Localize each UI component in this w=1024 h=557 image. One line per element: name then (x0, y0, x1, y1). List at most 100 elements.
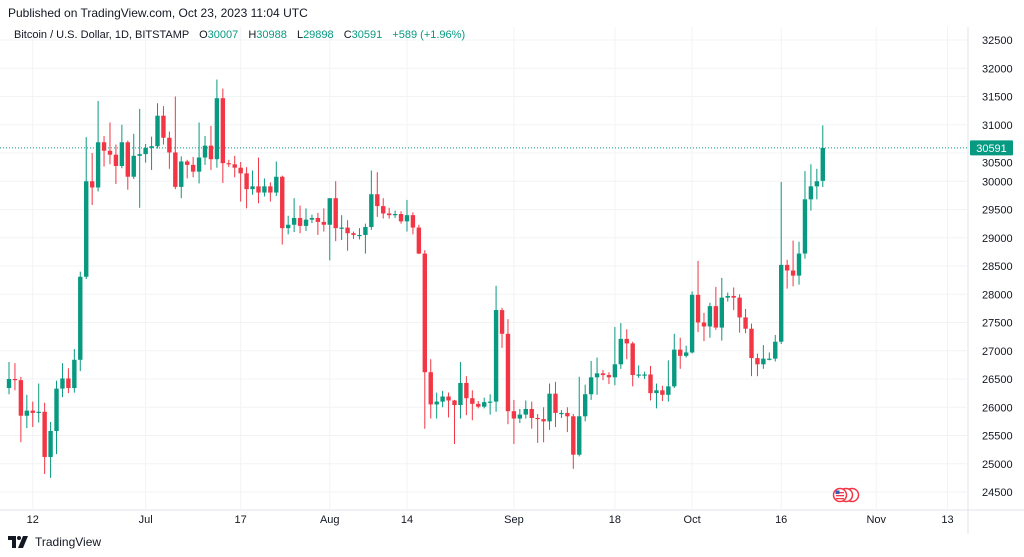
candle-up[interactable] (119, 124, 125, 169)
candle-down[interactable] (410, 212, 416, 235)
candle-up[interactable] (588, 360, 594, 400)
price-axis[interactable]: 32500 32000 31500 31000 30500 30000 29500 29000… (970, 35, 1013, 499)
candle-up[interactable] (618, 323, 624, 369)
candle-down[interactable] (398, 211, 404, 224)
candle-down[interactable] (529, 401, 534, 429)
candle-down[interactable] (422, 250, 427, 429)
economic-events-icon[interactable] (832, 487, 860, 503)
candle-down[interactable] (624, 329, 629, 360)
candle-down[interactable] (161, 106, 166, 145)
candle-up[interactable] (357, 228, 362, 240)
candle-up[interactable] (642, 371, 647, 379)
candle-down[interactable] (12, 363, 18, 391)
candle-down[interactable] (125, 140, 130, 190)
candle-up[interactable] (202, 136, 208, 165)
candle-up[interactable] (547, 383, 552, 430)
candle-down[interactable] (381, 198, 386, 219)
candle-down[interactable] (790, 240, 796, 287)
candle-up[interactable] (523, 400, 528, 419)
candle-down[interactable] (446, 392, 451, 418)
candle-up[interactable] (309, 214, 315, 224)
candle-down[interactable] (345, 220, 350, 251)
candle-up[interactable] (363, 223, 368, 254)
candle-down[interactable] (268, 182, 273, 202)
candle-up[interactable] (577, 376, 582, 457)
candle-down[interactable] (351, 231, 356, 239)
candle-up[interactable] (493, 285, 499, 412)
candle-up[interactable] (808, 164, 814, 211)
candle-up[interactable] (262, 178, 267, 197)
candle-up[interactable] (517, 408, 523, 424)
candle-up[interactable] (767, 352, 772, 361)
candle-down[interactable] (464, 376, 469, 416)
candle-down[interactable] (244, 167, 249, 209)
candle-down[interactable] (416, 224, 422, 255)
candle-down[interactable] (30, 401, 35, 428)
candle-up[interactable] (434, 392, 439, 419)
candle-up[interactable] (78, 271, 83, 372)
candle-down[interactable] (89, 153, 95, 205)
candle-up[interactable] (802, 171, 808, 259)
candle-down[interactable] (511, 399, 517, 444)
candle-down[interactable] (476, 401, 481, 409)
candle-up[interactable] (672, 333, 677, 389)
candle-up[interactable] (6, 362, 12, 395)
candle-down[interactable] (375, 172, 380, 217)
candle-up[interactable] (54, 380, 59, 455)
candle-down[interactable] (784, 259, 790, 289)
candle-up[interactable] (796, 241, 802, 285)
candle-down[interactable] (18, 376, 24, 443)
candle-down[interactable] (571, 414, 576, 469)
candle-down[interactable] (173, 96, 178, 190)
candle-down[interactable] (535, 414, 540, 443)
candle-up[interactable] (60, 363, 65, 398)
candle-up[interactable] (303, 208, 309, 231)
candle-down[interactable] (226, 159, 231, 168)
candle-down[interactable] (470, 390, 475, 421)
candle-up[interactable] (36, 383, 41, 423)
candle-down[interactable] (321, 208, 327, 232)
candle-up[interactable] (155, 103, 160, 149)
candle-up[interactable] (327, 198, 332, 261)
candle-down[interactable] (452, 399, 457, 444)
candle-down[interactable] (600, 369, 606, 381)
candle-up[interactable] (84, 137, 89, 279)
candle-down[interactable] (333, 181, 338, 242)
candle-down[interactable] (107, 122, 113, 165)
candle-up[interactable] (559, 410, 564, 418)
candle-down[interactable] (749, 323, 754, 377)
candle-down[interactable] (755, 353, 760, 377)
candle-up[interactable] (24, 394, 30, 429)
candle-up[interactable] (482, 397, 487, 409)
candle-up[interactable] (458, 362, 463, 419)
candle-down[interactable] (553, 381, 558, 428)
candle-up[interactable] (137, 108, 142, 208)
candle-up[interactable] (440, 390, 445, 408)
candle-down[interactable] (42, 402, 47, 474)
candle-up[interactable] (143, 143, 148, 163)
candle-down[interactable] (743, 308, 748, 334)
candle-down[interactable] (648, 366, 653, 401)
candle-up[interactable] (48, 421, 53, 478)
candle-down[interactable] (297, 205, 303, 234)
candle-down[interactable] (167, 131, 172, 169)
candle-up[interactable] (291, 198, 297, 233)
candle-down[interactable] (541, 407, 546, 443)
candle-up[interactable] (683, 345, 689, 358)
candle-down[interactable] (185, 159, 190, 179)
candle-down[interactable] (731, 287, 736, 311)
candle-down[interactable] (565, 407, 570, 433)
candle-down[interactable] (66, 368, 71, 394)
candle-down[interactable] (678, 337, 683, 369)
candle-down[interactable] (630, 341, 635, 387)
candle-up[interactable] (369, 170, 374, 230)
candle-down[interactable] (113, 144, 119, 185)
candlestick-chart[interactable]: 32500 32000 31500 31000 30500 30000 29500 29000… (0, 0, 1024, 535)
candle-up[interactable] (779, 181, 784, 344)
candle-up[interactable] (820, 125, 825, 188)
candle-up[interactable] (719, 277, 724, 341)
candle-down[interactable] (660, 385, 665, 402)
candle-up[interactable] (131, 133, 136, 179)
candle-down[interactable] (280, 175, 285, 245)
candle-up[interactable] (594, 357, 600, 395)
